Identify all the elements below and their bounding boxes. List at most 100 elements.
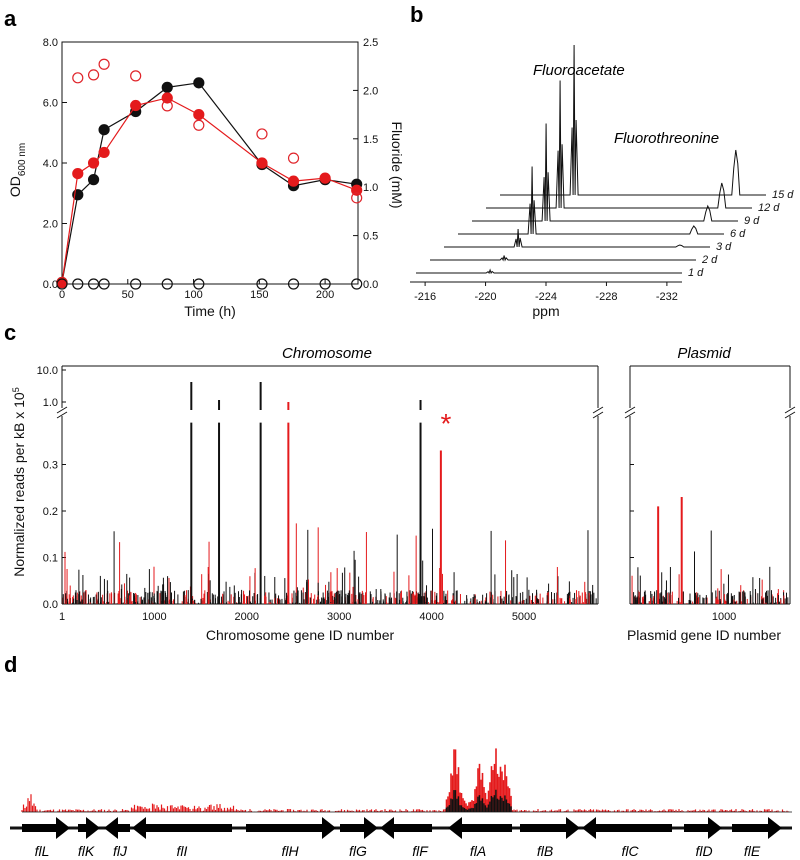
- label-fluoroacetate: Fluoroacetate: [533, 62, 625, 79]
- a-data-point: [98, 146, 110, 159]
- coverage-track: [21, 748, 792, 813]
- a-ytick-label: 8.0: [43, 37, 58, 49]
- a-xtick-label: 50: [122, 289, 134, 301]
- panel-a-series: [56, 58, 363, 290]
- a-data-point: [193, 77, 205, 89]
- gene-label: flK: [78, 843, 95, 859]
- gene-label: flH: [281, 843, 299, 859]
- a-data-point: [287, 152, 300, 164]
- gene-label: flI: [177, 843, 188, 859]
- a-data-point: [87, 174, 100, 186]
- panel-b-x-title: ppm: [532, 303, 559, 319]
- a-data-point: [56, 278, 68, 290]
- a-y2tick-label: 1.0: [363, 182, 378, 194]
- c-ytick-label: 0.1: [43, 553, 58, 565]
- c-ytick-label: 0.3: [43, 460, 58, 472]
- day-label: 2 d: [701, 254, 718, 266]
- panel-c-y-title: Normalized reads per kB x 105: [11, 387, 27, 576]
- panel-b-chart: 1 d2 d3 d6 d9 d12 d15 d Fluoroacetate Fl…: [410, 44, 794, 319]
- gene-label: flG: [349, 843, 367, 859]
- day-label: 3 d: [716, 241, 732, 253]
- a-y2tick-label: 2.5: [363, 37, 378, 49]
- a-data-point: [351, 278, 363, 290]
- a-y2tick-label: 0.0: [363, 279, 378, 291]
- a-data-point: [193, 108, 205, 121]
- a-data-point: [161, 92, 173, 104]
- a-data-point: [287, 278, 300, 290]
- gene-arrow: [78, 817, 100, 839]
- panel-a-frame: [61, 41, 359, 285]
- panel-c-chart: Chromosome Plasmid Normalized reads per …: [11, 345, 796, 643]
- b-xtick-label: -224: [535, 291, 557, 303]
- a-data-point: [72, 278, 84, 290]
- a-data-point: [319, 172, 331, 184]
- a-data-point: [256, 278, 268, 290]
- gene-label: flE: [744, 843, 761, 859]
- axis-break-mark: [624, 406, 636, 414]
- gene-label: flD: [695, 843, 712, 859]
- gene-arrow: [104, 817, 130, 839]
- a-series-line: [61, 82, 357, 283]
- gene-arrow: [582, 817, 672, 839]
- gene-label: flB: [537, 843, 553, 859]
- a-xtick-label: 150: [250, 289, 268, 301]
- plasmid-title: Plasmid: [677, 345, 731, 362]
- a-data-point: [72, 72, 84, 84]
- panel-label-b: b: [410, 2, 423, 27]
- a-data-point: [256, 157, 268, 169]
- c-xtick-label: 5000: [512, 611, 536, 623]
- gene-arrow: [340, 817, 378, 839]
- c-ytick-upper-label: 1.0: [43, 397, 58, 409]
- day-label: 6 d: [730, 228, 746, 240]
- a-data-point: [130, 70, 142, 82]
- panel-a-chart: 0 50 100 150 200 0.0 2.0 4.0 6.0 8.0 0.0 0.5 1.0 1.5 2…: [7, 37, 405, 319]
- axis-break-mark: [56, 406, 68, 414]
- a-data-point: [161, 81, 173, 93]
- gene-label: flA: [470, 843, 486, 859]
- a-ytick-label: 4.0: [43, 158, 58, 170]
- c-xtick-label: 1000: [142, 611, 166, 623]
- panel-b-x-ticks: -216 -220 -224 -228 -232: [414, 282, 678, 303]
- gene-arrow: [22, 817, 70, 839]
- a-data-point: [256, 128, 268, 140]
- a-xtick-label: 0: [59, 289, 65, 301]
- a-ytick-label: 2.0: [43, 219, 58, 231]
- a-data-point: [193, 278, 205, 290]
- c-ytick-label: 0.2: [43, 506, 58, 518]
- nmr-trace: [486, 80, 752, 209]
- panel-c-bars: [62, 382, 789, 604]
- c-xtick-label: 1: [59, 611, 65, 623]
- a-data-point: [72, 167, 84, 180]
- a-data-point: [161, 100, 173, 112]
- a-ytick-label: 0.0: [43, 279, 58, 291]
- gene-label: flJ: [113, 843, 128, 859]
- c-xtick-label: 4000: [419, 611, 443, 623]
- a-data-point: [351, 192, 363, 204]
- highlight-asterisk: *: [441, 408, 452, 439]
- gene-arrow: [684, 817, 722, 839]
- a-data-point: [98, 278, 110, 290]
- gene-arrows: [22, 817, 782, 839]
- c-ytick-label: 0.0: [43, 599, 58, 611]
- axis-break-mark: [592, 411, 604, 419]
- a-xtick-label: 100: [184, 289, 202, 301]
- b-xtick-label: -220: [475, 291, 497, 303]
- a-data-point: [98, 124, 110, 136]
- a-data-point: [87, 69, 100, 81]
- a-data-point: [98, 58, 110, 70]
- gene-arrow: [448, 817, 512, 839]
- a-y2tick-label: 2.0: [363, 85, 378, 97]
- gene-arrow: [732, 817, 782, 839]
- axis-break-mark: [784, 411, 796, 419]
- panel-a-x-title: Time (h): [184, 303, 236, 319]
- axis-break-mark: [784, 406, 796, 414]
- day-label: 1 d: [688, 267, 704, 279]
- gene-arrow: [246, 817, 336, 839]
- gene-label: flL: [35, 843, 50, 859]
- panel-b-traces: 1 d2 d3 d6 d9 d12 d15 d: [416, 44, 794, 279]
- gene-label: flF: [412, 843, 429, 859]
- nmr-trace: [430, 255, 696, 262]
- label-fluorothreonine: Fluorothreonine: [614, 130, 719, 147]
- panel-label-c: c: [4, 320, 16, 345]
